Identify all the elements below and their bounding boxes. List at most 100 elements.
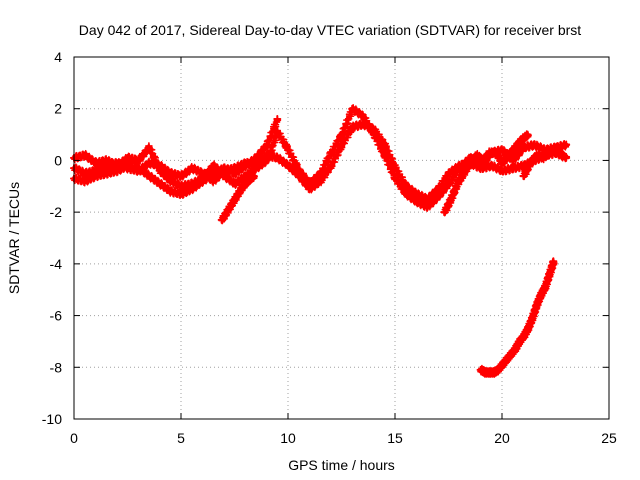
series-track-e (440, 130, 532, 217)
y-tick-label: 4 (54, 49, 62, 65)
data-point (562, 153, 571, 162)
data-point (177, 190, 185, 199)
data-point (243, 177, 252, 186)
data-point (326, 148, 335, 157)
data-point (519, 332, 528, 341)
data-point (112, 166, 121, 175)
data-point (491, 148, 500, 157)
data-point (423, 195, 432, 204)
data-point (536, 290, 545, 299)
data-point (230, 195, 239, 204)
data-point (123, 161, 132, 170)
data-point (502, 355, 511, 364)
data-point (241, 161, 250, 170)
data-point (498, 166, 506, 175)
data-point (423, 202, 432, 211)
data-point (508, 156, 517, 165)
data-point (545, 148, 554, 157)
data-point (177, 171, 185, 180)
data-point (515, 337, 524, 346)
data-point (459, 169, 468, 178)
series-track-c (70, 115, 282, 200)
data-point (510, 143, 519, 152)
data-point (446, 195, 455, 204)
data-point (493, 365, 502, 374)
x-tick-label: 10 (280, 430, 296, 446)
data-point (455, 164, 464, 173)
data-point (230, 179, 239, 188)
data-point (166, 187, 175, 196)
data-point (187, 164, 196, 173)
data-point (549, 257, 558, 266)
y-tick-label: 0 (54, 152, 62, 168)
data-point (453, 179, 462, 188)
axis-ticks: 0 5 10 15 20 25 -10 -8 -6 -4 -2 0 2 4 (42, 49, 617, 446)
data-point (540, 283, 549, 292)
data-point (557, 151, 566, 160)
data-point (444, 169, 453, 178)
data-point (251, 164, 260, 173)
plot-frame (73, 56, 610, 420)
data-point (527, 314, 536, 323)
y-tick-label: 2 (54, 101, 62, 117)
data-point (562, 140, 571, 149)
data-point (209, 169, 218, 178)
series-track-a (70, 119, 571, 205)
series-track-g (476, 257, 558, 378)
data-point (134, 164, 143, 173)
data-point (532, 151, 541, 160)
data-point (519, 171, 528, 180)
data-point (487, 161, 496, 170)
data-point (485, 148, 494, 157)
y-tick-label: -6 (50, 308, 63, 324)
data-point (508, 164, 517, 173)
data-point (273, 153, 282, 162)
data-point (348, 104, 357, 113)
data-point (144, 171, 153, 180)
data-point (337, 130, 346, 139)
x-tick-label: 5 (177, 430, 185, 446)
data-point (472, 151, 481, 160)
data-point (440, 208, 449, 217)
data-point (358, 112, 367, 121)
data-point (294, 166, 303, 175)
data-point (412, 197, 421, 206)
data-point (236, 184, 245, 193)
data-point (155, 179, 164, 188)
series-group (70, 104, 571, 378)
data-point (230, 169, 239, 178)
data-point (155, 166, 164, 175)
data-point (316, 169, 325, 178)
data-point (262, 140, 271, 149)
series-track-f (519, 144, 567, 181)
data-point (498, 159, 506, 168)
data-point (80, 151, 89, 160)
data-point (337, 140, 346, 149)
data-point (551, 146, 560, 155)
data-point (412, 190, 421, 199)
data-point (102, 156, 111, 165)
data-point (305, 179, 314, 188)
y-tick-label: -10 (42, 411, 62, 427)
data-point (380, 151, 389, 160)
data-point (391, 174, 399, 183)
data-point (219, 164, 228, 173)
data-point (134, 156, 143, 165)
data-point (91, 171, 100, 180)
data-point (476, 161, 485, 170)
data-point (498, 360, 506, 369)
data-point (144, 159, 153, 168)
data-point (251, 153, 260, 162)
data-point (517, 135, 526, 144)
data-point (510, 345, 519, 354)
series-track-d (217, 171, 259, 225)
x-tick-label: 15 (387, 430, 403, 446)
data-point (489, 368, 498, 377)
data-point (369, 130, 378, 139)
data-point (209, 161, 218, 170)
data-point (433, 192, 442, 201)
data-point (262, 156, 271, 165)
data-point (523, 324, 532, 333)
